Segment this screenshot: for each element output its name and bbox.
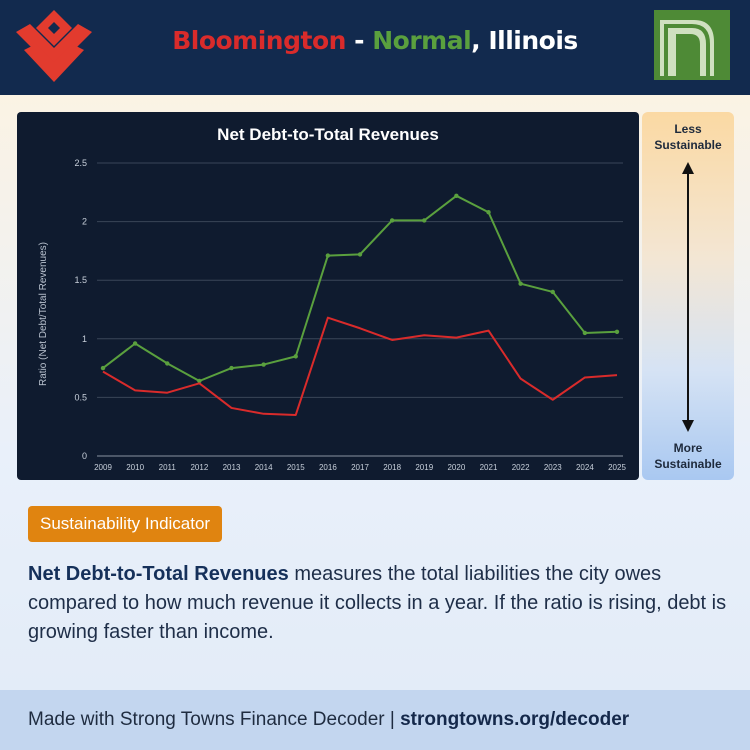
- description-term: Net Debt-to-Total Revenues: [28, 563, 289, 585]
- chart-tick-labels: 0 0.5 1 1.5 2 2.5 2009 2010 2011 2012 2013 2014 2015…: [74, 158, 626, 472]
- title-bloomington: Bloomington: [172, 26, 346, 55]
- title-state: , Illinois: [471, 26, 578, 55]
- data-point-normal: [389, 218, 395, 223]
- description-text: measures the total liabilities the city …: [28, 563, 727, 643]
- footer-credit: Made with Strong Towns Finance Decoder |…: [28, 709, 629, 731]
- data-point-normal: [100, 365, 106, 371]
- scale-bottom-label: More Sustainable: [654, 441, 722, 471]
- title-normal: Normal: [372, 26, 472, 55]
- y-tick-label: 2: [82, 217, 87, 227]
- x-tick-label: 2017: [351, 463, 369, 472]
- x-tick-label: 2014: [255, 463, 273, 472]
- data-point-normal: [518, 281, 523, 286]
- sustainability-indicator-badge: Sustainability Indicator: [28, 506, 223, 542]
- data-point-normal: [614, 329, 620, 334]
- line-chart: Net Debt-to-Total Revenues Ratio (Net De…: [38, 125, 626, 472]
- y-tick-label: 0.5: [74, 392, 87, 402]
- y-tick-label: 0: [82, 451, 87, 461]
- data-point-normal: [165, 361, 170, 366]
- metric-description: Net Debt-to-Total Revenues measures the …: [28, 560, 728, 647]
- double-arrow-icon: [682, 162, 694, 432]
- header-banner: Bloomington - Normal, Illinois: [0, 0, 750, 95]
- data-point-normal: [550, 289, 555, 295]
- data-point-normal: [486, 210, 491, 215]
- page-title: Bloomington - Normal, Illinois: [0, 26, 750, 55]
- normal-logo-icon: [654, 10, 730, 80]
- y-tick-label: 1.5: [74, 275, 87, 285]
- footer-prefix: Made with Strong Towns Finance Decoder |: [28, 709, 401, 730]
- x-tick-label: 2013: [223, 463, 241, 472]
- x-tick-label: 2024: [576, 463, 594, 472]
- data-point-normal: [132, 341, 138, 346]
- strong-towns-logo-icon: [16, 10, 92, 82]
- scale-top-label: Less Sustainable: [654, 122, 722, 152]
- x-tick-label: 2012: [190, 463, 208, 472]
- data-point-normal: [229, 365, 234, 371]
- data-point-normal: [197, 378, 202, 384]
- x-tick-label: 2022: [512, 463, 530, 472]
- data-point-normal: [422, 218, 427, 223]
- chart-y-axis-label: Ratio (Net Debt/Total Revenues): [38, 242, 49, 386]
- x-tick-label: 2023: [544, 463, 562, 472]
- x-tick-label: 2021: [480, 463, 498, 472]
- title-separator: -: [345, 26, 373, 55]
- x-tick-label: 2010: [126, 463, 144, 472]
- series-line-bloomington: [102, 316, 618, 416]
- y-tick-label: 2.5: [74, 158, 87, 168]
- chart-gridlines: [97, 162, 623, 457]
- data-point-normal: [582, 330, 588, 336]
- x-tick-label: 2011: [159, 463, 177, 472]
- sustainability-scale: Less Sustainable More Sustainable: [642, 112, 734, 480]
- data-point-normal: [293, 354, 298, 359]
- y-tick-label: 1: [82, 334, 87, 344]
- x-tick-label: 2016: [319, 463, 337, 472]
- data-point-normal: [454, 193, 459, 199]
- data-point-normal: [325, 253, 331, 258]
- chart-panel: Net Debt-to-Total Revenues Ratio (Net De…: [17, 112, 639, 480]
- data-point-normal: [261, 362, 266, 367]
- x-tick-label: 2020: [447, 463, 465, 472]
- chart-title: Net Debt-to-Total Revenues: [217, 125, 439, 144]
- footer-bar: Made with Strong Towns Finance Decoder |…: [0, 690, 750, 750]
- x-tick-label: 2019: [415, 463, 433, 472]
- x-tick-label: 2025: [608, 463, 626, 472]
- x-tick-label: 2015: [287, 463, 305, 472]
- data-point-normal: [357, 252, 363, 257]
- chart-series: [100, 193, 620, 416]
- series-line-normal: [102, 194, 618, 382]
- footer-link[interactable]: strongtowns.org/decoder: [400, 709, 630, 730]
- x-tick-label: 2018: [383, 463, 401, 472]
- x-tick-label: 2009: [94, 463, 112, 472]
